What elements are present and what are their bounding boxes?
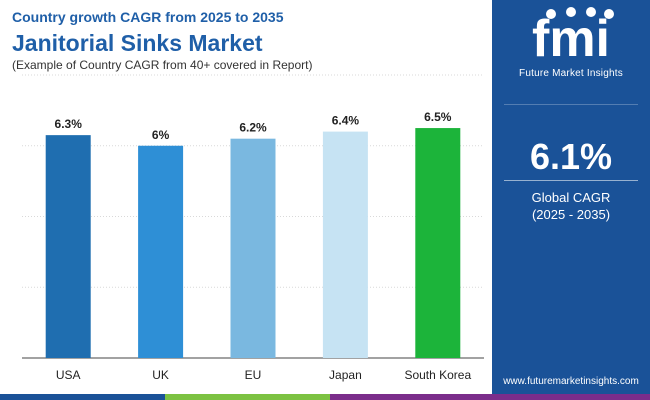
bar-eu (230, 138, 276, 358)
header: Country growth CAGR from 2025 to 2035 Ja… (12, 8, 312, 73)
chart-subtitle: Country growth CAGR from 2025 to 2035 (12, 9, 284, 25)
sidebar-divider (504, 104, 638, 105)
chart-title: Janitorial Sinks Market (12, 30, 263, 56)
x-tick-label: UK (152, 368, 169, 382)
bar-usa (45, 135, 91, 358)
chart-note: (Example of Country CAGR from 40+ covere… (12, 58, 313, 72)
x-tick-label: South Korea (404, 368, 471, 382)
sidebar-panel: fmi Future Market Insights 6.1% Global C… (492, 0, 650, 400)
logo-tagline: Future Market Insights (519, 68, 623, 79)
data-label: 6.2% (239, 121, 267, 135)
fmi-logo: fmi Future Market Insights (492, 6, 650, 79)
footer-stripe-blue (0, 394, 165, 400)
logo-letters: fmi (532, 10, 610, 68)
data-label: 6% (152, 128, 170, 142)
footer-stripe-purple (330, 394, 650, 400)
value-divider (504, 180, 638, 181)
website-link[interactable]: www.futuremarketinsights.com (503, 376, 639, 387)
bar-uk (138, 145, 184, 358)
data-label: 6.4% (332, 114, 360, 128)
fmi-logo-icon: fmi (532, 7, 614, 68)
data-label: 6.3% (55, 117, 83, 131)
bar-japan (322, 131, 368, 358)
x-tick-label: EU (245, 368, 262, 382)
footer-stripe-green (165, 394, 330, 400)
bar-chart: 6.3% USA 6% UK 6.2% EU 6.4% Japan 6.5% South Kore… (22, 74, 484, 382)
global-cagr-label: Global CAGR (531, 190, 611, 205)
x-tick-label: USA (56, 368, 81, 382)
bar-south-korea (415, 128, 461, 358)
global-cagr-period: (2025 - 2035) (531, 207, 611, 222)
global-cagr-value: 6.1% (529, 136, 613, 177)
data-label: 6.5% (424, 110, 452, 124)
x-tick-label: Japan (329, 368, 362, 382)
